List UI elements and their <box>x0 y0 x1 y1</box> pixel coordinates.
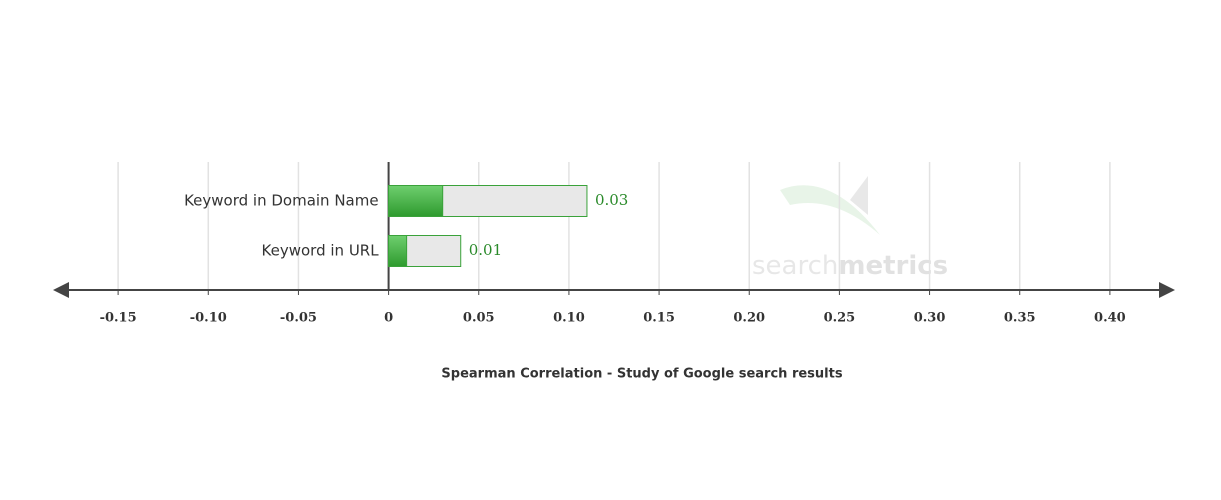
x-tick-label: 0.35 <box>1004 311 1036 326</box>
x-tick-label: 0.15 <box>643 311 675 326</box>
chart-title: Spearman Correlation - Study of Google s… <box>441 367 842 382</box>
bar <box>388 235 408 267</box>
x-tick-label: 0.25 <box>824 311 856 326</box>
value-label: 0.01 <box>469 241 502 259</box>
bar <box>388 185 444 217</box>
category-label: Keyword in Domain Name <box>184 192 379 210</box>
x-tick-label: 0.05 <box>463 311 495 326</box>
x-tick-label: 0.20 <box>733 311 765 326</box>
watermark-text: searchmetrics <box>752 251 948 281</box>
category-label: Keyword in URL <box>262 242 380 260</box>
x-tick-label: 0.40 <box>1094 311 1126 326</box>
x-tick-label: 0 <box>384 311 393 326</box>
x-tick-label: -0.05 <box>280 311 317 326</box>
value-label: 0.03 <box>595 191 628 209</box>
x-tick-label: 0.30 <box>914 311 946 326</box>
watermark: searchmetrics <box>752 176 948 281</box>
x-tick-label: -0.15 <box>100 311 137 326</box>
x-tick-label: 0.10 <box>553 311 585 326</box>
x-tick-label: -0.10 <box>190 311 227 326</box>
